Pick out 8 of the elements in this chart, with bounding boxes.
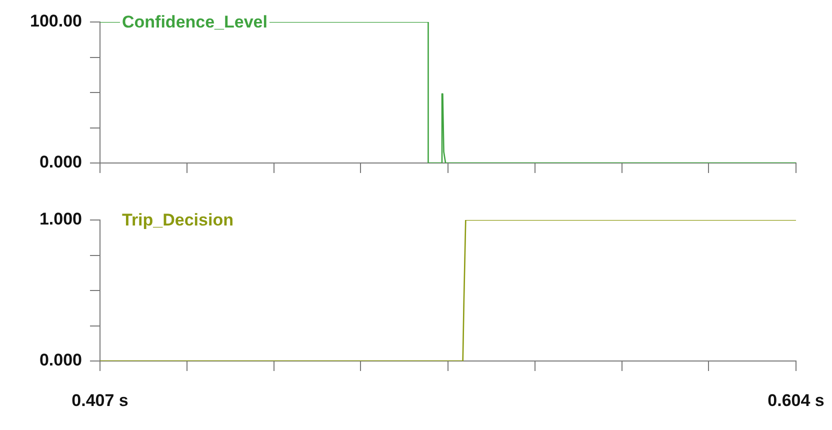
x-tick-label: 0.407 s — [72, 390, 128, 410]
series-label: Confidence_Level — [122, 12, 268, 32]
y-tick-label: 0.000 — [39, 152, 82, 172]
x-tick-label: 0.604 s — [768, 390, 824, 410]
text: Trip_Decision — [122, 210, 234, 230]
y-tick-label: 0.000 — [39, 350, 82, 370]
y-tick-label: 1.000 — [39, 210, 82, 229]
y-tick-label: 100.00 — [30, 12, 82, 31]
